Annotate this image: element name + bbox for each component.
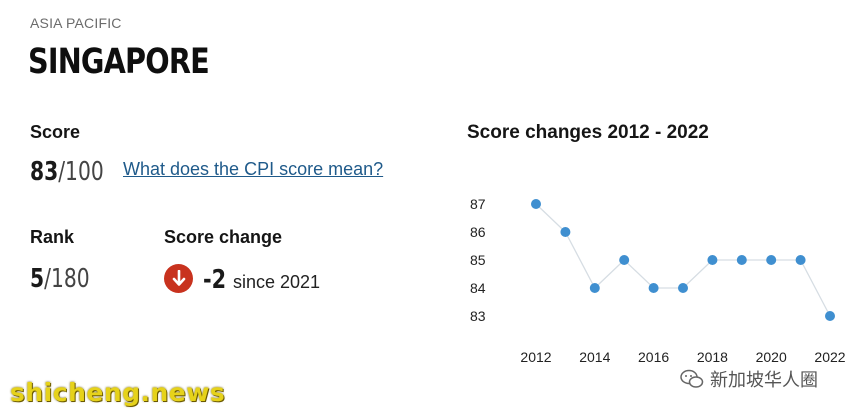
cpi-score-meaning-link[interactable]: What does the CPI score mean? (123, 159, 384, 179)
rank-label: Rank (30, 227, 75, 247)
data-point-2017[interactable] (678, 283, 688, 293)
wechat-icon (680, 369, 704, 388)
chart-title: Score changes 2012 - 2022 (467, 122, 709, 143)
data-point-2020[interactable] (766, 255, 777, 265)
x-tick-label: 2018 (697, 349, 728, 365)
data-point-2018[interactable] (707, 255, 718, 265)
data-point-2019[interactable] (736, 255, 747, 265)
data-point-2015[interactable] (619, 255, 630, 265)
arrow-down-icon (164, 264, 193, 293)
watermark-wechat-text: 新加坡华人圈 (710, 370, 818, 390)
score-label: Score (30, 122, 81, 142)
series-line (535, 203, 831, 317)
rank-denominator: /180 (44, 264, 90, 294)
data-point-2013[interactable] (560, 227, 571, 237)
rank-value: 5/180 (30, 264, 90, 294)
rank-number: 5 (30, 264, 45, 294)
region-label: ASIA PACIFIC (30, 15, 122, 31)
score-number: 83 (30, 157, 59, 187)
score-change-label: Score change (164, 227, 283, 247)
data-point-2022[interactable] (825, 311, 835, 321)
x-tick-label: 2016 (638, 349, 669, 365)
x-tick-label: 2014 (579, 349, 610, 365)
y-tick-label: 85 (470, 252, 486, 268)
watermark-wechat: 新加坡华人圈 (680, 366, 818, 392)
data-point-2014[interactable] (589, 283, 600, 293)
x-tick-label: 2012 (520, 349, 551, 365)
y-tick-label: 83 (470, 308, 486, 324)
y-tick-label: 86 (470, 224, 486, 240)
country-title: SINGAPORE (28, 42, 210, 82)
score-denominator: /100 (58, 157, 104, 187)
score-change-value: -2 (203, 265, 227, 295)
score-change-since: since 2021 (233, 272, 321, 292)
score-change-chart: 87 86 85 84 83 2012 2014 2016 2018 2020 2022 (470, 196, 846, 365)
x-tick-label: 2022 (814, 349, 845, 365)
data-point-2016[interactable] (648, 283, 659, 293)
data-point-2021[interactable] (795, 255, 806, 265)
score-value: 83/100 (30, 157, 104, 187)
y-tick-label: 84 (470, 280, 486, 296)
x-tick-label: 2020 (756, 349, 787, 365)
y-tick-label: 87 (470, 196, 486, 212)
data-point-2012[interactable] (531, 199, 541, 209)
watermark-shicheng: shicheng.news (10, 378, 226, 407)
